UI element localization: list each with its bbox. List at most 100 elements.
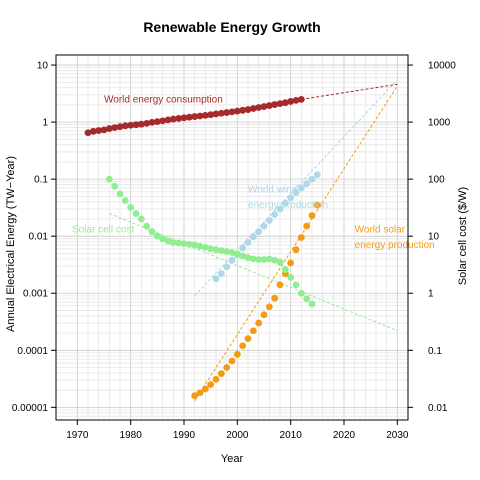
y-tick-label: 0.00001 (12, 403, 49, 414)
data-point (244, 238, 252, 246)
x-tick-label: 1990 (173, 430, 196, 441)
y2-tick-label: 0.01 (428, 403, 448, 414)
data-point (196, 242, 204, 250)
data-point (255, 319, 263, 327)
y-tick-label: 0.1 (34, 175, 48, 186)
y-tick-label: 0.0001 (17, 346, 48, 357)
data-point (239, 244, 247, 252)
trend-line (301, 83, 398, 100)
data-point (276, 100, 284, 107)
data-point (100, 126, 108, 134)
data-point (292, 246, 300, 254)
data-point (180, 114, 188, 122)
y2-tick-label: 100 (428, 175, 445, 186)
y-axis-label: Annual Electrical Energy (TW−Year) (5, 156, 17, 332)
data-point (201, 112, 209, 119)
data-point (233, 107, 241, 115)
data-point (287, 273, 295, 281)
data-point (249, 327, 257, 335)
data-point (212, 275, 220, 283)
data-point (201, 385, 209, 393)
plot-frame (55, 54, 409, 421)
y2-axis-label: Solar cell cost ($/W) (457, 187, 469, 285)
data-point (223, 263, 231, 271)
data-point (132, 210, 140, 217)
data-point (148, 228, 156, 236)
data-point (244, 254, 252, 262)
data-point (276, 258, 284, 266)
data-point (276, 281, 284, 289)
data-point (137, 215, 145, 223)
y2-tick-label: 10 (428, 232, 440, 243)
data-point (297, 234, 305, 241)
data-point (303, 295, 311, 303)
data-point (212, 375, 220, 383)
annotation-label: World solar (355, 225, 406, 236)
data-point (276, 205, 284, 213)
data-point (239, 252, 247, 260)
data-point (244, 106, 252, 113)
data-point (223, 109, 231, 116)
data-point (95, 127, 103, 134)
y-tick-label: 10 (37, 61, 49, 72)
annotations: World energy consumption World wind energy… (72, 95, 435, 251)
data-point (116, 190, 124, 198)
data-point (287, 194, 295, 202)
y2-tick-label: 10000 (428, 61, 456, 72)
data-point (132, 121, 140, 129)
data-point (196, 112, 204, 120)
data-point (164, 116, 172, 124)
data-point (233, 350, 241, 358)
data-point (191, 241, 199, 249)
data-point (159, 235, 167, 243)
data-point (239, 342, 247, 350)
data-point (175, 239, 183, 247)
data-point (313, 201, 321, 209)
data-point (105, 175, 113, 183)
data-point (121, 122, 129, 130)
y2-tick-label: 0.1 (428, 346, 442, 357)
data-point (111, 124, 119, 132)
data-point (164, 237, 172, 245)
data-point (175, 115, 183, 122)
y-tick-label: 0.01 (29, 232, 49, 243)
data-point (217, 370, 225, 378)
data-point (271, 211, 279, 218)
data-point (207, 111, 215, 119)
y2-tick-label: 1000 (428, 118, 451, 129)
data-point (105, 125, 113, 132)
annotation-label: energy production (248, 200, 328, 211)
data-point (308, 212, 316, 219)
x-tick-label: 2000 (226, 430, 249, 441)
data-point (191, 392, 199, 400)
data-point (148, 118, 156, 126)
data-point (84, 129, 92, 137)
data-point (196, 389, 204, 397)
data-point (281, 99, 289, 107)
data-point (303, 222, 311, 230)
data-point (255, 256, 263, 263)
data-point (265, 303, 273, 311)
data-point (212, 110, 220, 118)
data-point (292, 97, 300, 104)
data-point (180, 240, 188, 248)
x-tick-label: 1980 (120, 430, 143, 441)
x-axis-label: Year (221, 453, 244, 465)
data-point (260, 222, 268, 230)
data-point (201, 243, 209, 251)
data-point (260, 311, 268, 319)
data-point (265, 102, 273, 109)
data-point (271, 294, 279, 302)
data-point (297, 289, 305, 297)
x-tick-label: 1970 (66, 430, 89, 441)
data-point (260, 103, 268, 110)
data-point (233, 250, 241, 258)
data-point (127, 203, 135, 211)
data-point (228, 108, 236, 116)
x-axis: 1970 1980 1990 2000 2010 2020 2030 (66, 420, 409, 441)
data-point (308, 175, 316, 183)
data-point (191, 113, 199, 120)
annotation-label: World energy consumption (104, 95, 223, 106)
data-point (281, 266, 289, 273)
